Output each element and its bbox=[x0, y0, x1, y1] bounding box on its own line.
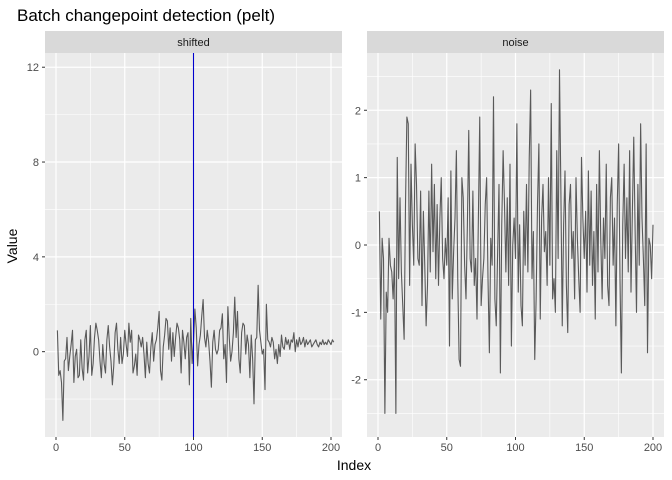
series-line bbox=[378, 69, 654, 414]
x-tick-label: 100 bbox=[506, 442, 524, 454]
y-tick-label: 8 bbox=[33, 157, 39, 169]
x-tick-label: 50 bbox=[119, 442, 131, 454]
x-tick-label: 200 bbox=[644, 442, 662, 454]
x-tick-label: 200 bbox=[322, 442, 340, 454]
y-tick-label: 0 bbox=[355, 240, 361, 252]
x-tick-label: 150 bbox=[575, 442, 593, 454]
y-tick-label: -2 bbox=[351, 375, 361, 387]
panel-noise: noise 0 50 100 150 200 -2 -1 0 1 2 bbox=[351, 31, 664, 454]
x-tick-label: 150 bbox=[253, 442, 271, 454]
y-tick-label: 4 bbox=[33, 252, 39, 264]
y-tick-label: 1 bbox=[355, 173, 361, 185]
series-line bbox=[56, 284, 335, 421]
x-tick-label: 0 bbox=[375, 442, 381, 454]
x-tick-label: 50 bbox=[441, 442, 453, 454]
panel-shifted: shifted 0 50 100 150 200 0 4 8 12 bbox=[27, 31, 342, 454]
strip-background bbox=[45, 31, 342, 53]
y-tick-label: 2 bbox=[355, 105, 361, 117]
x-tick-label: 100 bbox=[184, 442, 202, 454]
x-axis-title: Index bbox=[337, 457, 371, 473]
strip-label: shifted bbox=[177, 37, 209, 49]
y-axis-title: Value bbox=[4, 228, 20, 263]
y-tick-label: 12 bbox=[27, 62, 39, 74]
strip-background bbox=[367, 31, 664, 53]
chart-title: Batch changepoint detection (pelt) bbox=[17, 6, 275, 25]
strip-label: noise bbox=[502, 37, 528, 49]
y-tick-label: -1 bbox=[351, 307, 361, 319]
x-tick-label: 0 bbox=[53, 442, 59, 454]
y-tick-label: 0 bbox=[33, 347, 39, 359]
